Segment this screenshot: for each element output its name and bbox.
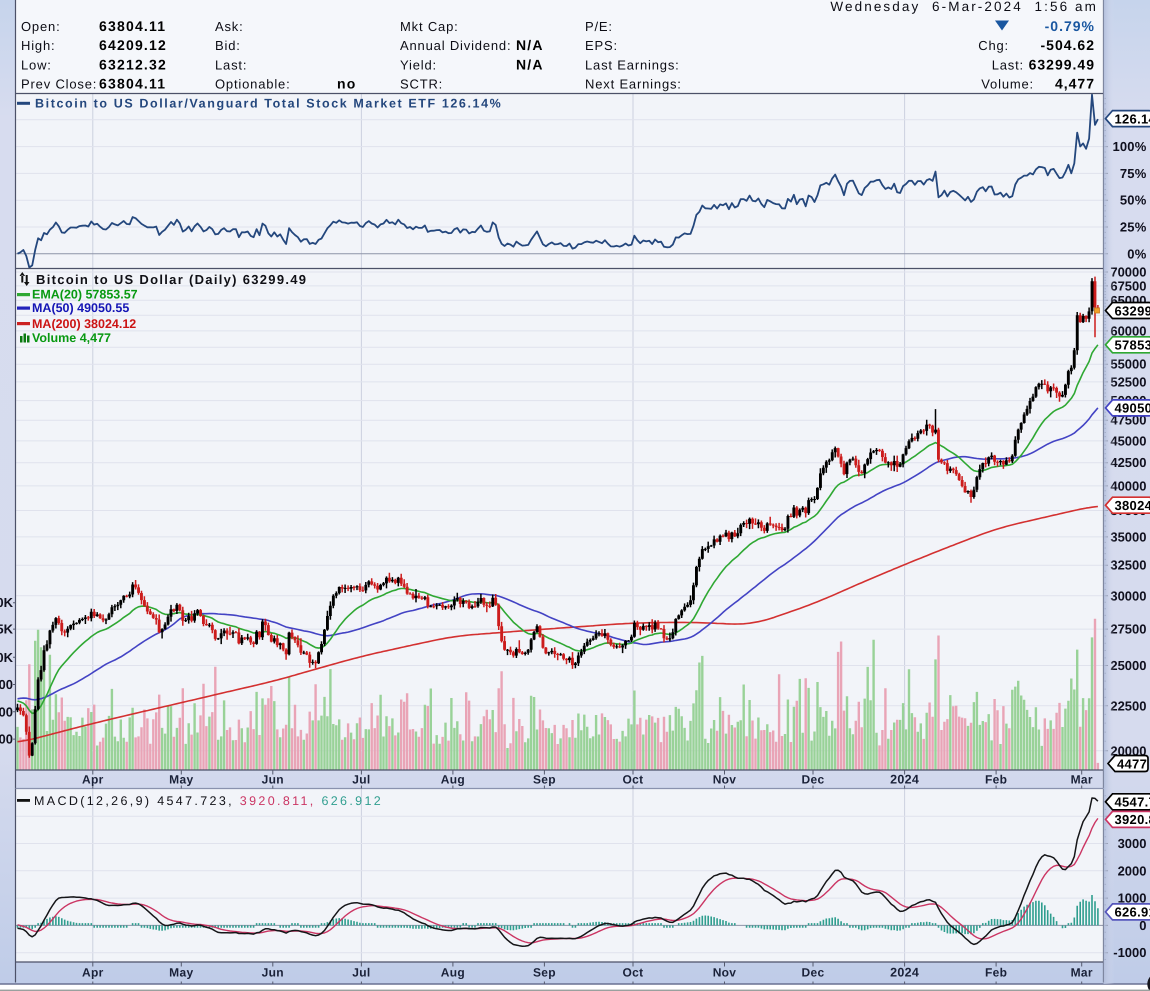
svg-text:Feb: Feb [985,773,1007,787]
svg-text:Low:: Low: [21,57,52,72]
svg-text:1000: 1000 [1118,891,1147,906]
svg-text:0%: 0% [1127,246,1146,261]
svg-text:Oct: Oct [623,773,644,787]
svg-text:EMA(20) 57853.57: EMA(20) 57853.57 [32,288,138,302]
svg-text:Volume 4,477: Volume 4,477 [32,331,111,345]
svg-text:Mar: Mar [1071,966,1093,980]
svg-text:2024: 2024 [890,773,919,787]
svg-text:Feb: Feb [985,966,1007,980]
svg-text:Volume:: Volume: [981,77,1034,92]
svg-text:N/A: N/A [516,56,544,72]
svg-text:4,477: 4,477 [1055,76,1095,92]
svg-text:Last:: Last: [215,57,247,72]
svg-text:MA(200) 38024.12: MA(200) 38024.12 [32,317,136,331]
svg-text:38024.: 38024. [1115,498,1150,513]
svg-text:Jul: Jul [352,773,370,787]
svg-text:Last:: Last: [992,57,1024,72]
svg-text:0: 0 [1139,918,1146,933]
svg-text:Bid:: Bid: [215,38,241,53]
svg-text:-1000: -1000 [1113,945,1146,960]
svg-text:3920.8: 3920.8 [1115,812,1150,827]
svg-text:Aug: Aug [441,773,465,787]
svg-text:Bitcoin to US Dollar (Daily) 6: Bitcoin to US Dollar (Daily) 63299.49 [36,272,307,287]
svg-text:Aug: Aug [441,966,465,980]
svg-text:May: May [169,966,193,980]
svg-text:N/A: N/A [516,37,544,53]
svg-text:Next Earnings:: Next Earnings: [585,77,682,92]
svg-text:Apr: Apr [82,966,104,980]
svg-text:63804.11: 63804.11 [99,18,166,34]
svg-text:-0.79%: -0.79% [1045,18,1095,34]
svg-text:Annual Dividend:: Annual Dividend: [400,38,511,53]
svg-text:57853.: 57853. [1115,338,1150,353]
svg-text:63212.32: 63212.32 [99,56,167,72]
svg-text:Jun: Jun [262,966,284,980]
svg-text:Nov: Nov [713,773,737,787]
svg-text:Nov: Nov [713,966,737,980]
svg-text:Apr: Apr [82,773,104,787]
svg-text:Last Earnings:: Last Earnings: [585,57,680,72]
svg-text:00: 00 [0,732,13,747]
svg-text:-504.62: -504.62 [1041,37,1095,53]
svg-text:626.91: 626.91 [1115,905,1150,920]
svg-text:Mkt Cap:: Mkt Cap: [400,19,459,34]
svg-text:Jul: Jul [352,966,370,980]
svg-text:EPS:: EPS: [585,38,618,53]
svg-text:2024: 2024 [890,966,919,980]
svg-text:Yield:: Yield: [400,57,437,72]
svg-text:Prev Close:: Prev Close: [21,77,97,92]
svg-text:Sep: Sep [533,966,556,980]
svg-text:64209.12: 64209.12 [99,37,167,53]
svg-text:Sep: Sep [533,773,556,787]
svg-text:49050.: 49050. [1115,401,1150,416]
svg-text:63299.49: 63299.49 [1029,56,1095,72]
svg-text:Bitcoin to US Dollar/Vanguard: Bitcoin to US Dollar/Vanguard Total Stoc… [35,97,502,111]
svg-text:no: no [337,76,357,92]
svg-text:MA(50) 49050.55: MA(50) 49050.55 [32,301,129,315]
svg-text:Chg:: Chg: [978,38,1009,53]
svg-text:4477: 4477 [1117,756,1147,771]
svg-text:50%: 50% [1120,193,1147,208]
svg-text:High:: High: [21,38,55,53]
svg-text:75%: 75% [1120,166,1147,181]
svg-text:SCTR:: SCTR: [400,77,443,92]
svg-text:Wednesday 6-Mar-2024 1:56 am: Wednesday 6-Mar-2024 1:56 am [830,0,1098,14]
svg-text:25%: 25% [1120,220,1147,235]
svg-text:MACD(12,26,9) 4547.723, 3920.8: MACD(12,26,9) 4547.723, 3920.811, 626.91… [34,794,383,808]
svg-text:Oct: Oct [623,966,644,980]
svg-text:Dec: Dec [802,966,825,980]
svg-text:Mar: Mar [1071,773,1093,787]
svg-text:Jun: Jun [262,773,284,787]
svg-text:63804.11: 63804.11 [99,76,166,92]
svg-text:Ask:: Ask: [215,19,244,34]
svg-text:4547.7: 4547.7 [1115,795,1150,810]
svg-text:126.14: 126.14 [1115,111,1150,126]
svg-text:May: May [169,773,193,787]
svg-text:00: 00 [0,704,13,719]
svg-text:5K: 5K [0,622,14,637]
svg-text:0K: 0K [0,650,14,665]
svg-text:00: 00 [0,677,13,692]
svg-text:Open:: Open: [21,19,61,34]
svg-text:3000: 3000 [1118,836,1147,851]
svg-text:Dec: Dec [802,773,825,787]
svg-text:0K: 0K [0,595,14,610]
svg-text:63299.: 63299. [1115,303,1150,318]
svg-text:2000: 2000 [1118,863,1147,878]
svg-text:Optionable:: Optionable: [215,77,291,92]
svg-text:P/E:: P/E: [585,19,613,34]
